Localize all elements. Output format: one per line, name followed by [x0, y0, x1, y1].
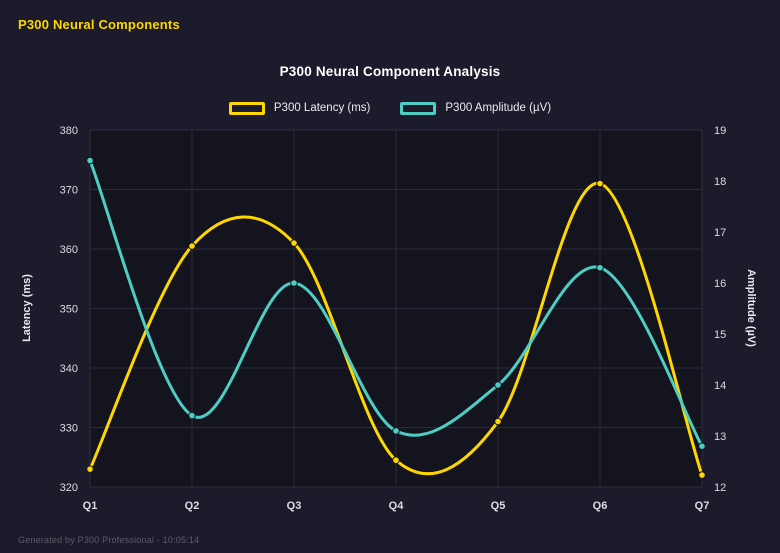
axis-tick-labels: 320 330 340 350 360 370 380 12 13 14 15 16 17 18 19 Q1 Q… — [60, 125, 727, 512]
data-point[interactable] — [392, 427, 400, 435]
data-point[interactable] — [290, 239, 298, 247]
y-tick-left: 380 — [60, 125, 78, 137]
x-tick-label: Q7 — [695, 500, 710, 512]
data-point[interactable] — [188, 242, 196, 250]
x-tick-label: Q1 — [83, 500, 98, 512]
y-tick-left: 340 — [60, 363, 78, 375]
x-tick-label: Q4 — [389, 500, 405, 512]
y-tick-right: 13 — [714, 431, 726, 443]
data-point[interactable] — [290, 279, 298, 287]
series-layer — [86, 156, 706, 479]
data-point[interactable] — [392, 456, 400, 465]
data-point[interactable] — [86, 465, 94, 473]
right-axis-title: Amplitude (µV) — [745, 269, 757, 347]
x-tick-label: Q5 — [491, 500, 506, 512]
y-tick-left: 350 — [60, 304, 78, 316]
y-tick-right: 17 — [714, 227, 726, 239]
y-tick-right: 16 — [714, 278, 726, 290]
legend-label-latency: P300 Latency (ms) — [273, 102, 371, 114]
chart-legend: P300 Latency (ms) P300 Amplitude (µV) — [0, 98, 780, 118]
y-tick-left: 370 — [60, 185, 78, 197]
x-tick-label: Q6 — [593, 500, 608, 512]
page-header: P300 Neural Components — [18, 16, 180, 34]
chart-title: P300 Neural Component Analysis — [279, 64, 501, 79]
latency-series-swatch-icon — [228, 101, 265, 115]
footer-status: Generated by P300 Professional - 10:05:1… — [18, 535, 200, 545]
y-tick-left: 330 — [60, 423, 78, 435]
chart-plot-area: 320 330 340 350 360 370 380 12 13 14 15 16 17 18 19 Q1 Q… — [21, 125, 757, 512]
y-tick-right: 18 — [714, 176, 726, 188]
y-tick-left: 360 — [60, 244, 78, 256]
legend-item-latency[interactable]: P300 Latency (ms) — [228, 101, 371, 115]
x-tick-label: Q2 — [185, 500, 200, 512]
legend-item-amplitude[interactable]: P300 Amplitude (µV) — [400, 101, 552, 115]
x-tick-label: Q3 — [287, 500, 302, 512]
data-point[interactable] — [596, 179, 604, 188]
data-point[interactable] — [188, 411, 196, 420]
y-tick-left: 320 — [60, 482, 78, 494]
y-tick-right: 12 — [714, 482, 726, 494]
data-point[interactable] — [698, 442, 706, 451]
legend-label-amplitude: P300 Amplitude (µV) — [445, 102, 552, 114]
data-point[interactable] — [494, 381, 502, 389]
data-point[interactable] — [494, 417, 502, 426]
data-point[interactable] — [596, 263, 604, 272]
y-tick-right: 19 — [714, 125, 726, 137]
y-tick-right: 14 — [714, 380, 726, 392]
amplitude-series-swatch-icon — [400, 101, 437, 115]
y-tick-right: 15 — [714, 329, 726, 341]
data-point[interactable] — [698, 471, 706, 479]
page-title: P300 Neural Components — [18, 17, 180, 32]
left-axis-title: Latency (ms) — [21, 274, 33, 342]
data-point[interactable] — [86, 156, 94, 165]
